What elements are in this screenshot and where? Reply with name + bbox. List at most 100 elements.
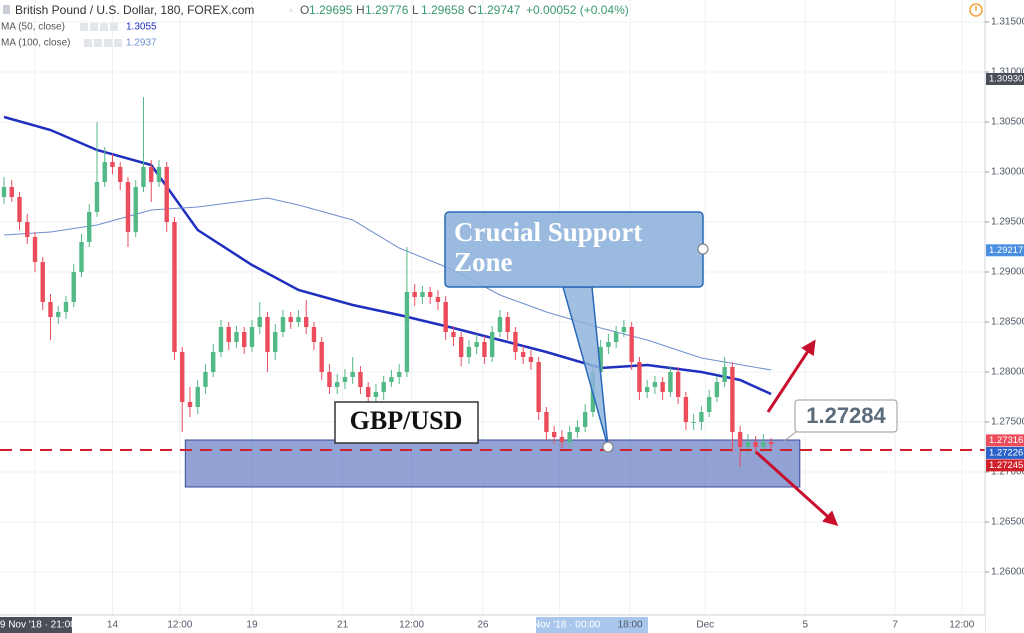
legend-icon	[110, 23, 118, 31]
callout-line: Crucial Support	[454, 217, 642, 247]
candle-body	[40, 262, 45, 302]
candle-body	[722, 367, 727, 382]
candle-body	[443, 302, 448, 332]
price-note-box	[794, 399, 898, 433]
handle	[697, 243, 709, 255]
y-tick-label: 1.26500	[991, 517, 1024, 528]
candle-body	[172, 222, 177, 352]
candle-body	[218, 327, 224, 352]
x-tick-label: Dec	[696, 620, 714, 631]
candle-body	[513, 332, 518, 352]
ohlc-value: 1.29695	[309, 3, 353, 17]
candle-body	[520, 352, 526, 357]
candle-body	[559, 437, 565, 442]
legend-icon	[80, 23, 88, 31]
candle-body	[621, 327, 627, 332]
candle-body	[195, 387, 200, 407]
candle-body	[575, 427, 580, 432]
legend-icon	[84, 39, 92, 47]
ohlc-value: 1.29776	[365, 3, 409, 17]
candle-body	[381, 382, 386, 392]
candle-body	[180, 352, 185, 402]
candle-body	[458, 337, 464, 357]
x-tick-label: 12:00	[167, 620, 192, 631]
candle-body	[753, 442, 758, 447]
candle-body	[226, 327, 231, 342]
candle-body	[125, 182, 131, 232]
x-tick-label: 26	[477, 620, 489, 631]
candle-body	[644, 387, 650, 392]
candle-body	[730, 367, 735, 432]
zone-layer	[184, 439, 801, 488]
candle-body	[691, 422, 696, 423]
y-tick-label: 1.31500	[991, 17, 1024, 28]
legend-value: 1.2937	[126, 38, 157, 49]
x-tick-label: 09 Nov '18 · 21:00	[0, 620, 76, 631]
candle-body	[706, 397, 712, 412]
price-tag-label: 1.27226	[989, 447, 1023, 458]
candle-body	[683, 397, 689, 422]
candle-body	[737, 432, 743, 447]
support-zone	[184, 439, 801, 488]
candle-body	[288, 317, 293, 322]
price-tag	[986, 244, 1024, 257]
candle-body	[544, 412, 549, 432]
candle-body	[358, 372, 363, 387]
pair-label: GBP/USD	[350, 406, 463, 435]
y-tick-label: 1.26000	[991, 567, 1024, 578]
candle-body	[551, 432, 557, 437]
candle-body	[396, 372, 402, 377]
legend-icon	[90, 23, 98, 31]
candle-body	[606, 342, 611, 347]
candle-body	[203, 372, 208, 387]
y-tick-label: 1.27500	[991, 417, 1024, 428]
candle-body	[582, 412, 588, 427]
ohlc-label: L	[412, 3, 419, 17]
ohlc-value: 1.29658	[421, 3, 465, 17]
candle-body	[265, 317, 270, 352]
candle-body	[164, 167, 169, 222]
candle-body	[118, 167, 123, 182]
candle-body	[342, 377, 348, 382]
candle-body	[761, 442, 766, 447]
price-tag	[986, 446, 1024, 459]
x-tick-label: 7	[892, 620, 898, 631]
candle-body	[768, 442, 774, 444]
candle-body	[482, 342, 487, 357]
handle	[602, 441, 614, 453]
separator: ◦	[289, 5, 293, 17]
candle-body	[505, 317, 510, 332]
symbol-title: British Pound / U.S. Dollar, 180, FOREX.…	[15, 3, 254, 17]
annotations: GBP/USD Crucial Support Zone 1.27284	[334, 211, 898, 527]
alert-icon	[969, 3, 983, 17]
candle-body	[273, 332, 278, 352]
candle-body	[249, 327, 255, 347]
x-tick-label: 12:00	[399, 620, 424, 631]
candle-body	[149, 167, 154, 182]
candle-body	[350, 372, 355, 377]
candle-body	[211, 352, 216, 372]
range-highlight	[536, 617, 648, 633]
candle-body	[156, 167, 162, 182]
candle-body	[613, 332, 619, 342]
candle-body	[699, 412, 704, 422]
x-tick-label: 18:00	[618, 620, 643, 631]
legend-icon	[104, 39, 112, 47]
candle-body	[87, 212, 92, 242]
legend-icon	[114, 39, 122, 47]
legend-icon	[100, 23, 108, 31]
y-tick-label: 1.29500	[991, 217, 1024, 228]
price-note: 1.27284	[806, 403, 886, 428]
arrow-down	[754, 450, 839, 527]
candle-body	[257, 317, 262, 327]
legend: MA (50, close) 1.3055 MA (100, close) 1.293…	[1, 22, 157, 49]
candle-body	[420, 292, 425, 297]
y-tick-label: 1.29000	[991, 267, 1024, 278]
candle-body	[296, 317, 301, 322]
candle-body	[327, 372, 332, 387]
candle-body	[412, 292, 417, 297]
price-tag-label: 1.29217	[989, 245, 1023, 256]
price-tag-label: 1.30930	[989, 74, 1023, 85]
